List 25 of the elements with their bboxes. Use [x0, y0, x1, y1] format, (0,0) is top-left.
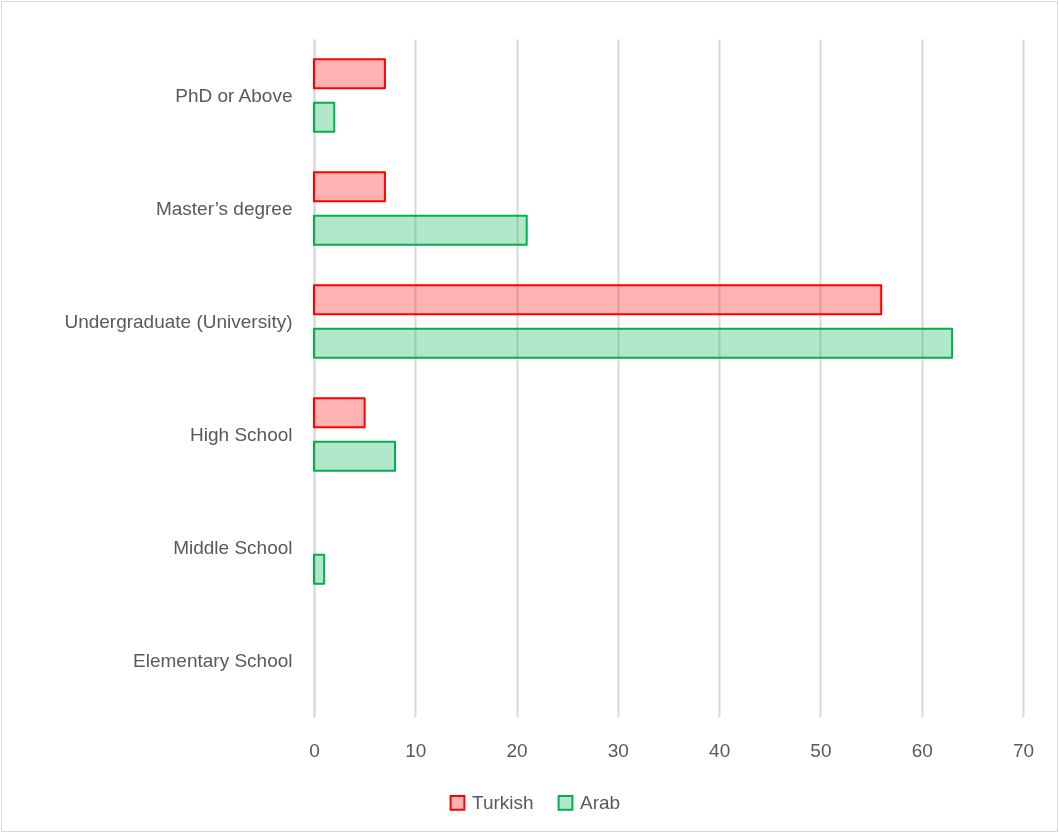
x-tick-label: 60 — [911, 739, 933, 761]
y-tick-label: Master’s degree — [155, 197, 293, 219]
bar — [313, 171, 386, 203]
bar — [313, 440, 397, 472]
legend-label: Arab — [580, 791, 621, 813]
bar — [313, 58, 386, 90]
bar — [313, 284, 883, 316]
x-tick-label: 70 — [1012, 739, 1035, 761]
y-tick-label: High School — [190, 423, 293, 445]
bar — [313, 553, 326, 585]
bar — [313, 101, 336, 133]
x-tick-label: 40 — [709, 739, 731, 761]
bar — [313, 327, 954, 359]
legend-label: Turkish — [472, 791, 534, 813]
bar — [313, 214, 528, 246]
y-tick-label: Elementary School — [133, 649, 293, 671]
x-tick-label: 50 — [810, 739, 832, 761]
y-tick-label: PhD or Above — [175, 84, 293, 106]
y-tick-label: Undergraduate (University) — [64, 310, 293, 332]
y-tick-label: Middle School — [173, 536, 293, 558]
x-tick-label: 10 — [405, 739, 427, 761]
x-tick-label: 20 — [506, 739, 528, 761]
bar — [313, 397, 366, 429]
x-tick-label: 0 — [309, 739, 320, 761]
x-tick-label: 30 — [607, 739, 629, 761]
